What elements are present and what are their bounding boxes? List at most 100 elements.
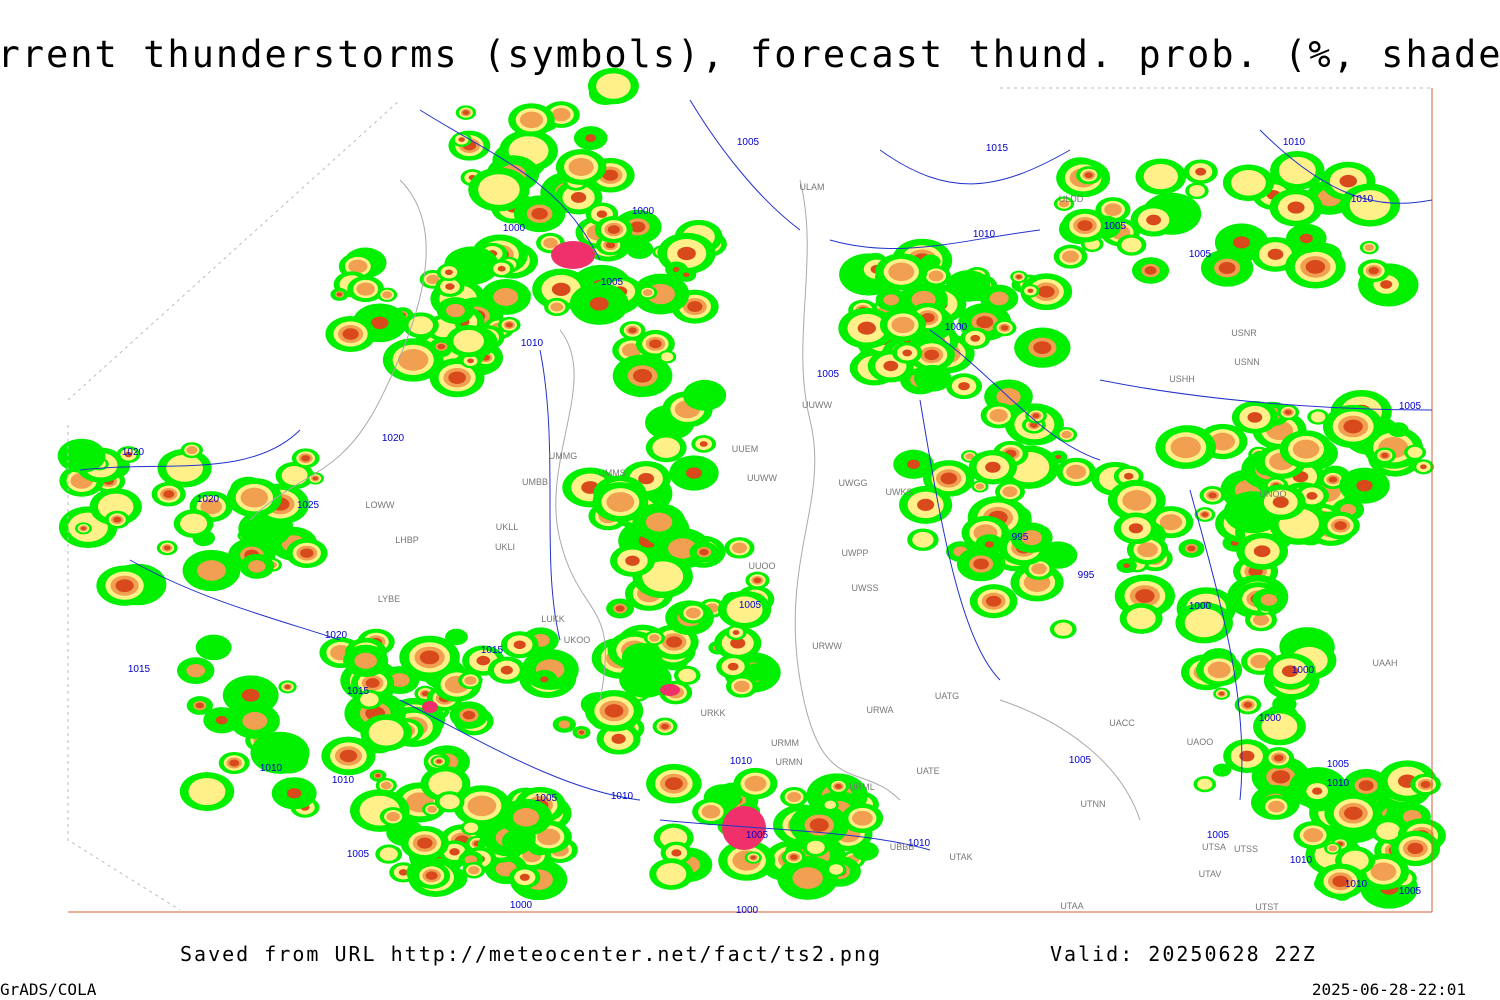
shade-high bbox=[186, 446, 198, 455]
shade-max bbox=[985, 595, 1002, 607]
shade-max bbox=[500, 665, 513, 675]
thunderstorm-shading bbox=[57, 67, 1446, 909]
station-label: UTAK bbox=[949, 852, 972, 862]
station-label: LOWW bbox=[366, 500, 396, 510]
isobar-label: 1000 bbox=[945, 322, 968, 333]
shade-max bbox=[1343, 419, 1363, 434]
map-lines bbox=[67, 87, 1433, 913]
shade-max bbox=[632, 369, 653, 383]
isobar-label: 1005 bbox=[1399, 401, 1422, 412]
station-label: UUWW bbox=[802, 400, 832, 410]
shade-high bbox=[1250, 654, 1270, 669]
shade-max bbox=[540, 676, 549, 683]
shade-mid bbox=[1121, 237, 1142, 253]
shade-mid bbox=[656, 862, 687, 886]
shade-max bbox=[497, 265, 506, 272]
shade-max bbox=[970, 334, 981, 342]
shade-low bbox=[445, 628, 468, 646]
shade-high bbox=[1292, 439, 1320, 459]
shade-mid bbox=[1143, 163, 1179, 190]
shade-high bbox=[248, 560, 266, 573]
shade-max bbox=[339, 749, 358, 763]
shade-mid bbox=[180, 513, 208, 534]
shade-high bbox=[1253, 614, 1270, 626]
shade-high bbox=[1170, 436, 1201, 459]
shade-max bbox=[683, 272, 690, 278]
shade-max bbox=[1272, 496, 1289, 508]
shade-max bbox=[570, 192, 587, 203]
shade-max bbox=[958, 382, 970, 391]
shade-max bbox=[80, 526, 87, 531]
shade-max bbox=[1128, 523, 1144, 534]
shade-max bbox=[1247, 412, 1263, 423]
shade-high bbox=[649, 634, 660, 642]
shade-max bbox=[421, 691, 429, 697]
source-text: Saved from URL http://meteocenter.net/fa… bbox=[180, 942, 882, 966]
isobar-label: 1005 bbox=[1327, 759, 1350, 770]
shade-max bbox=[163, 545, 171, 551]
shade-max bbox=[375, 773, 381, 778]
shade-max bbox=[940, 472, 957, 485]
shade-max bbox=[462, 110, 470, 115]
station-label: UWKS bbox=[886, 487, 913, 497]
shade-high bbox=[380, 781, 392, 790]
shade-mid bbox=[652, 437, 681, 458]
isobar-label: 1000 bbox=[1292, 665, 1315, 676]
isobar-label: 1010 bbox=[260, 763, 283, 774]
shade-max bbox=[519, 873, 530, 881]
shade-max bbox=[301, 455, 311, 462]
shade-high bbox=[356, 282, 375, 296]
station-label: ULDD bbox=[1059, 194, 1084, 204]
shade-mid bbox=[806, 840, 825, 854]
shade-max bbox=[115, 579, 134, 593]
shade-mid bbox=[478, 174, 520, 205]
shade-max bbox=[1201, 512, 1209, 517]
shade-max bbox=[604, 704, 624, 718]
shade-mid bbox=[1376, 822, 1401, 840]
shade-high bbox=[645, 512, 673, 532]
isobar-label: 1010 bbox=[730, 756, 753, 767]
isobar-label: 1010 bbox=[521, 338, 544, 349]
isobar-label: 1010 bbox=[1327, 778, 1350, 789]
isobar-label: 1010 bbox=[908, 838, 931, 849]
shade-max bbox=[1232, 236, 1251, 249]
shade-high bbox=[792, 867, 823, 889]
shade-high bbox=[493, 287, 519, 306]
shade-max bbox=[615, 605, 625, 612]
shade-max bbox=[241, 688, 260, 702]
shade-mid bbox=[1231, 170, 1266, 196]
shade-high bbox=[386, 811, 400, 822]
isobar-label: 1010 bbox=[973, 229, 996, 240]
shade-max bbox=[1253, 545, 1271, 558]
shade-max bbox=[661, 723, 669, 730]
shade-mid bbox=[912, 531, 934, 548]
storm-symbol bbox=[422, 701, 438, 713]
shade-low bbox=[625, 239, 654, 259]
shade-max bbox=[1055, 454, 1062, 459]
station-label: UWPP bbox=[842, 548, 869, 558]
shade-high bbox=[852, 810, 873, 826]
shade-high bbox=[468, 866, 480, 875]
shade-max bbox=[371, 316, 389, 330]
shade-high bbox=[1268, 800, 1285, 813]
station-label: USHH bbox=[1169, 374, 1195, 384]
shade-high bbox=[1328, 845, 1338, 852]
isobar-label: 1025 bbox=[297, 500, 320, 511]
shade-max bbox=[1381, 452, 1389, 459]
shade-max bbox=[1218, 261, 1236, 274]
shade-high bbox=[1122, 490, 1152, 511]
shade-mid bbox=[1261, 713, 1298, 740]
shade-mid bbox=[368, 719, 404, 746]
shade-high bbox=[1061, 430, 1072, 439]
shade-max bbox=[1267, 248, 1284, 260]
shade-max bbox=[286, 788, 302, 799]
station-label: ULAM bbox=[799, 182, 824, 192]
storm-symbol bbox=[660, 684, 680, 696]
shade-max bbox=[790, 854, 798, 860]
station-label: UTNN bbox=[1081, 799, 1106, 809]
shade-mid bbox=[1126, 607, 1156, 630]
shade-max bbox=[1027, 288, 1034, 293]
shade-max bbox=[195, 702, 205, 709]
isobar-label: 1000 bbox=[632, 206, 655, 217]
shade-high bbox=[891, 316, 915, 334]
